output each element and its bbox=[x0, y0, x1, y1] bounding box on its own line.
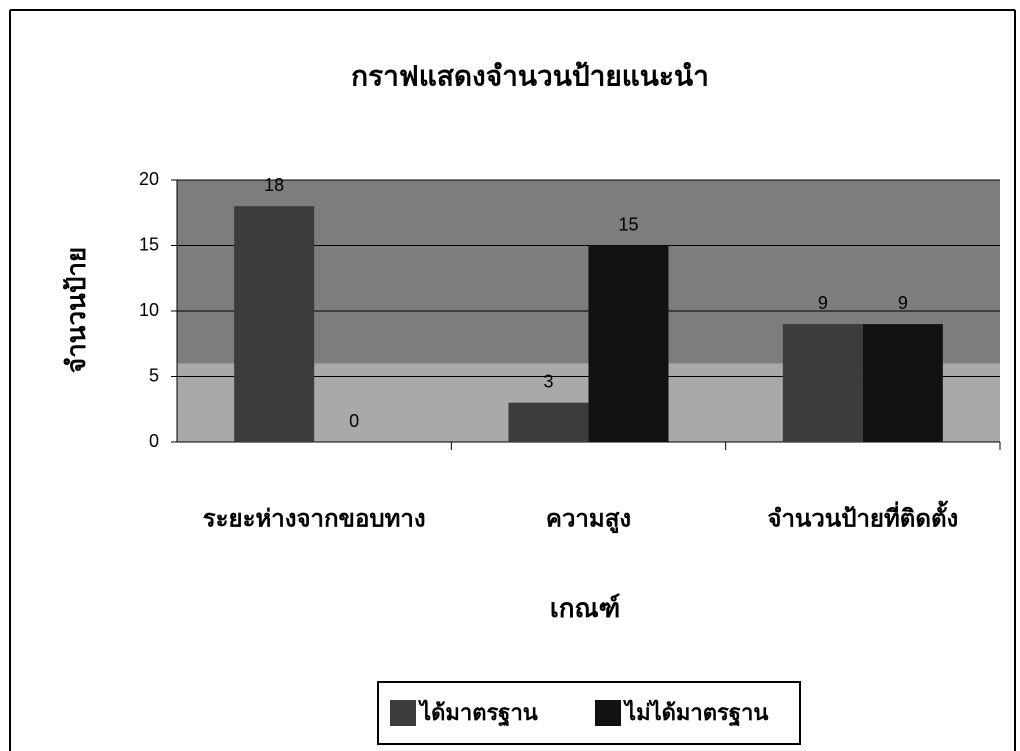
data-label: 3 bbox=[543, 371, 553, 391]
bar bbox=[234, 206, 315, 442]
chart-title: กราฟแสดงจำนวนป้ายแนะนำ bbox=[351, 60, 709, 93]
legend-box bbox=[377, 681, 801, 745]
bar bbox=[782, 324, 863, 442]
data-label: 9 bbox=[898, 293, 908, 313]
legend-swatch bbox=[595, 700, 621, 726]
x-tick-label: จำนวนป้ายที่ติดตั้ง bbox=[767, 500, 958, 533]
legend-label: ได้มาตรฐาน bbox=[418, 699, 538, 727]
y-tick-label: 0 bbox=[149, 431, 159, 451]
x-tick-label: ระยะห่างจากขอบทาง bbox=[203, 504, 426, 533]
data-label: 15 bbox=[618, 214, 638, 234]
legend-swatch bbox=[390, 700, 416, 726]
y-axis-title: จำนวนป้าย bbox=[62, 247, 92, 373]
data-label: 9 bbox=[818, 293, 828, 313]
bar bbox=[862, 324, 943, 442]
data-label: 0 bbox=[349, 411, 359, 431]
y-tick-label: 15 bbox=[139, 234, 159, 254]
x-tick-label: ความสูง bbox=[546, 504, 631, 534]
data-label: 18 bbox=[264, 175, 284, 195]
bar bbox=[508, 402, 589, 442]
y-tick-label: 5 bbox=[149, 365, 159, 385]
x-axis-title: เกณฑ์ bbox=[550, 593, 620, 624]
legend-label: ไม่ได้มาตรฐาน bbox=[623, 699, 768, 727]
y-tick-label: 10 bbox=[139, 300, 159, 320]
y-tick-label: 20 bbox=[139, 169, 159, 189]
bar bbox=[588, 245, 669, 442]
